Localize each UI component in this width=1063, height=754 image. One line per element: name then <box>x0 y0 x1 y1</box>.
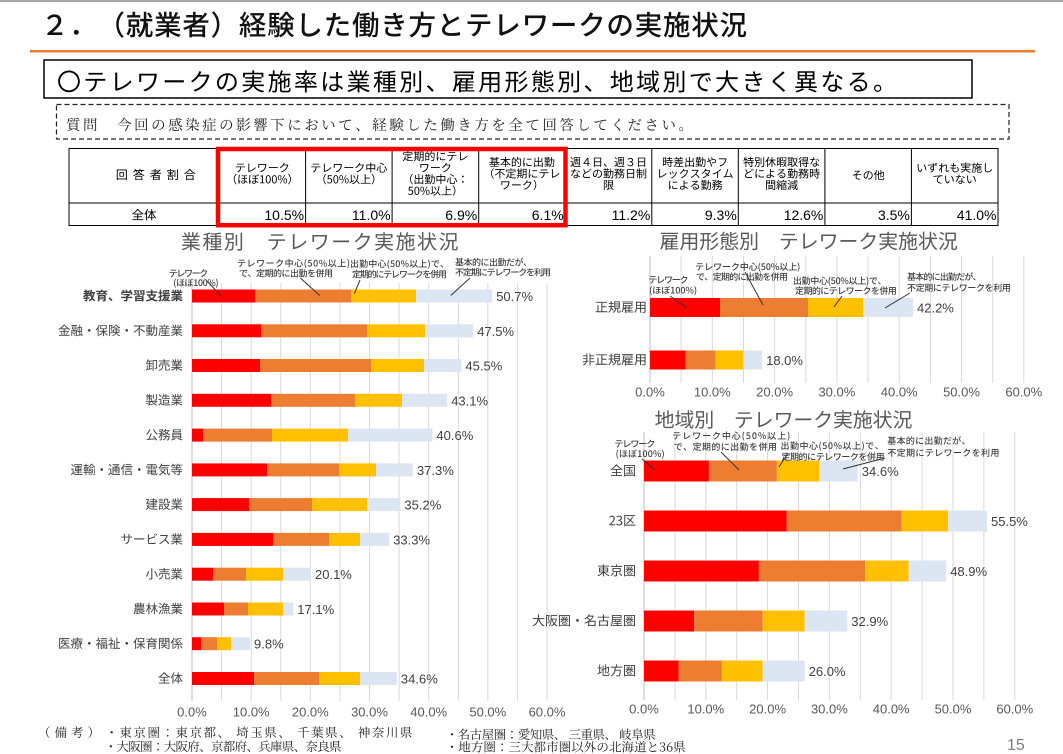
svg-text:12.6%: 12.6% <box>784 207 824 223</box>
svg-text:40.6%: 40.6% <box>436 428 473 443</box>
svg-text:18.0%: 18.0% <box>766 353 803 368</box>
svg-text:30.0%: 30.0% <box>818 385 855 400</box>
svg-text:47.5%: 47.5% <box>477 324 514 339</box>
svg-text:26.0%: 26.0% <box>809 664 846 679</box>
svg-text:60.0%: 60.0% <box>996 702 1033 717</box>
svg-text:20.0%: 20.0% <box>292 705 329 720</box>
svg-text:10.0%: 10.0% <box>694 385 731 400</box>
svg-text:40.0%: 40.0% <box>873 702 910 717</box>
svg-text:60.0%: 60.0% <box>529 705 566 720</box>
svg-text:3.5%: 3.5% <box>878 207 910 223</box>
svg-text:11.0%: 11.0% <box>352 207 391 223</box>
svg-text:34.6%: 34.6% <box>401 672 438 687</box>
svg-text:15: 15 <box>1007 737 1025 754</box>
svg-text:43.1%: 43.1% <box>451 393 488 408</box>
svg-text:0.0%: 0.0% <box>629 702 659 717</box>
svg-text:10.5%: 10.5% <box>264 207 304 223</box>
svg-text:34.6%: 34.6% <box>862 464 899 479</box>
svg-text:0.0%: 0.0% <box>177 705 207 720</box>
svg-text:40.0%: 40.0% <box>410 705 447 720</box>
svg-text:40.0%: 40.0% <box>881 385 918 400</box>
svg-text:50.0%: 50.0% <box>943 385 980 400</box>
svg-text:20.1%: 20.1% <box>315 567 352 582</box>
svg-text:30.0%: 30.0% <box>811 702 848 717</box>
svg-text:33.3%: 33.3% <box>393 532 430 547</box>
svg-text:50.7%: 50.7% <box>496 289 533 304</box>
svg-text:20.0%: 20.0% <box>756 385 793 400</box>
svg-text:35.2%: 35.2% <box>404 498 441 513</box>
svg-text:6.9%: 6.9% <box>445 207 477 223</box>
svg-text:42.2%: 42.2% <box>917 301 954 316</box>
svg-text:10.0%: 10.0% <box>687 702 724 717</box>
svg-text:0.0%: 0.0% <box>635 385 665 400</box>
svg-text:32.9%: 32.9% <box>851 614 888 629</box>
svg-text:45.5%: 45.5% <box>465 359 502 374</box>
svg-text:6.1%: 6.1% <box>532 207 564 223</box>
svg-text:11.2%: 11.2% <box>612 207 651 223</box>
svg-text:50.0%: 50.0% <box>469 705 506 720</box>
svg-text:50.0%: 50.0% <box>935 702 972 717</box>
svg-text:9.3%: 9.3% <box>705 207 737 223</box>
svg-text:30.0%: 30.0% <box>351 705 388 720</box>
svg-text:60.0%: 60.0% <box>1005 385 1042 400</box>
svg-text:10.0%: 10.0% <box>233 705 270 720</box>
svg-text:41.0%: 41.0% <box>957 207 997 223</box>
svg-text:48.9%: 48.9% <box>950 564 987 579</box>
svg-text:9.8%: 9.8% <box>254 637 284 652</box>
svg-text:37.3%: 37.3% <box>417 463 454 478</box>
svg-text:20.0%: 20.0% <box>749 702 786 717</box>
svg-text:55.5%: 55.5% <box>991 514 1028 529</box>
svg-text:17.1%: 17.1% <box>297 602 334 617</box>
